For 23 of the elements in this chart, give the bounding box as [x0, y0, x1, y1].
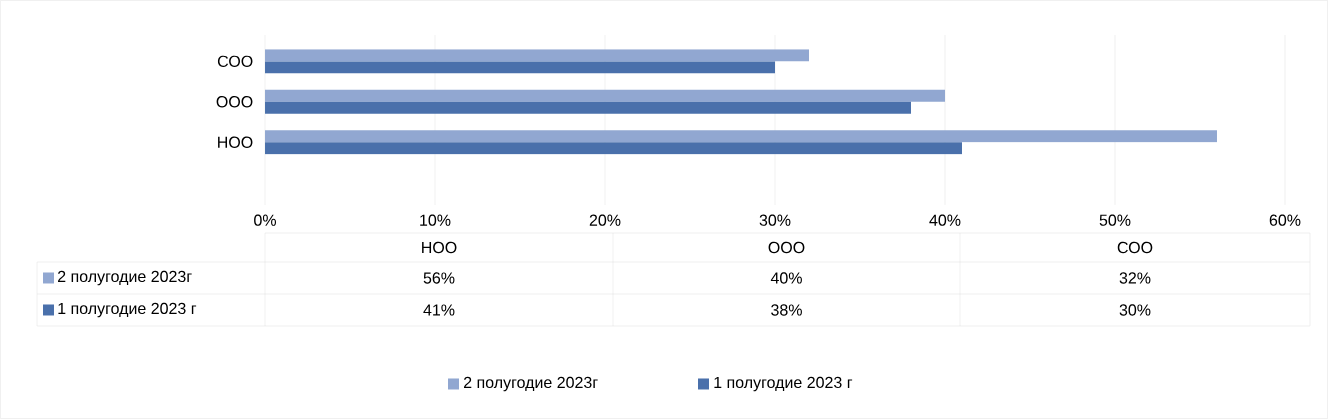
legend-label: 1 полугодие 2023 г — [58, 302, 197, 318]
text: 40% — [770, 272, 802, 284]
x-tick-label: 30% — [759, 214, 791, 226]
category-label: НОО — [422, 241, 457, 254]
x-tick-label: 10% — [420, 214, 451, 226]
y-tick-label: НОО — [218, 136, 253, 148]
x-tick-label: 60% — [1269, 214, 1301, 226]
text: 38% — [771, 304, 802, 316]
text: 32% — [1119, 272, 1151, 284]
text: 2 полугодие 2023г — [464, 376, 598, 392]
x-tick-label: 40% — [929, 214, 961, 226]
category-label: ООО — [768, 241, 805, 254]
x-tick-label: 0% — [254, 214, 277, 226]
y-tick-label: СОО — [217, 55, 253, 67]
y-tick-label: ООО — [216, 96, 253, 108]
text: 41% — [423, 304, 455, 316]
text: 1 полугодие 2023 г — [714, 376, 853, 392]
legend-label: 2 полугодие 2023г — [58, 270, 192, 286]
category-label: СОО — [1117, 241, 1153, 254]
text: 56% — [423, 272, 455, 284]
x-tick-label: 20% — [589, 214, 621, 226]
text: 30% — [1119, 304, 1151, 316]
x-tick-label: 50% — [1099, 214, 1131, 226]
